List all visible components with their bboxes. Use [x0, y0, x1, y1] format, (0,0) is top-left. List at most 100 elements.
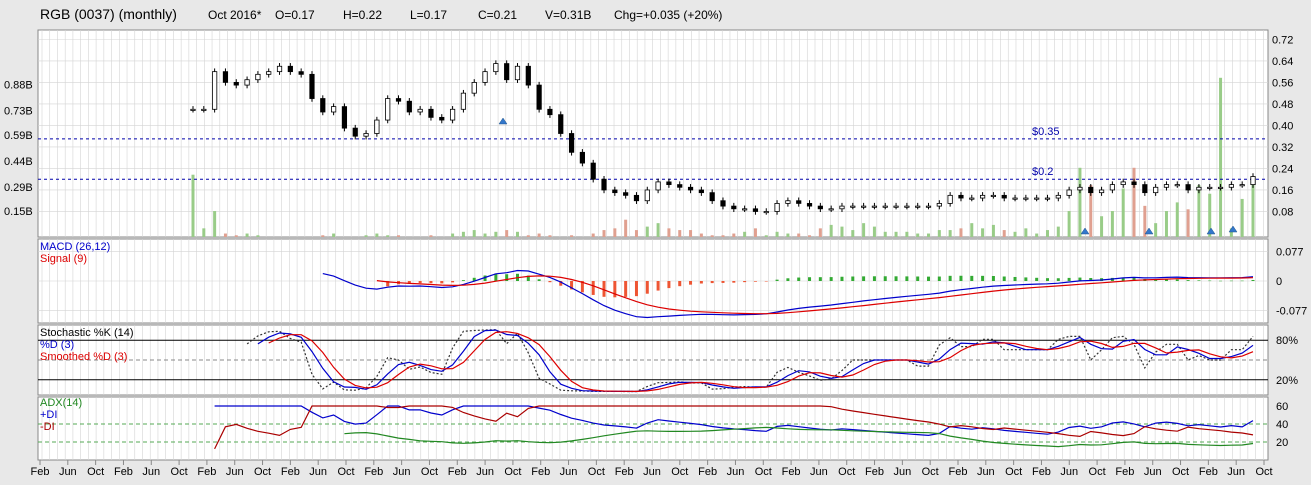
candle-body — [904, 205, 910, 208]
candle-body — [331, 106, 337, 113]
x-tick-label: Jun — [560, 466, 578, 478]
candle-body — [1185, 184, 1191, 191]
macd-hist-bar — [678, 281, 682, 287]
candle-body — [1023, 197, 1029, 200]
x-tick-label: Oct — [922, 466, 939, 478]
signal-line — [376, 275, 1254, 315]
volume-bar — [451, 233, 455, 237]
volume-bar — [1024, 228, 1028, 237]
volume-bar — [699, 233, 703, 237]
macd-hist-bar — [418, 281, 422, 284]
price-tick-label: 0.32 — [1272, 142, 1293, 154]
macd-hist-bar — [721, 281, 725, 283]
volume-bar — [1251, 183, 1255, 237]
candle-body — [1131, 181, 1137, 185]
candle-body — [871, 205, 878, 208]
candle-body — [742, 208, 748, 211]
macd-hist-bar — [548, 281, 552, 283]
candle-body — [255, 73, 261, 81]
x-tick-label: Jun — [142, 466, 160, 478]
candle-body — [1098, 189, 1105, 194]
macd-hist-bar — [505, 274, 509, 281]
x-tick-label: Oct — [838, 466, 855, 478]
x-tick-label: Oct — [421, 466, 438, 478]
macd-hist-bar — [753, 281, 757, 282]
stoch-smoothed-d-line — [268, 331, 1254, 393]
x-tick-label: Feb — [114, 466, 133, 478]
macd-hist-bar — [1045, 278, 1049, 281]
macd-hist-bar — [1013, 276, 1017, 281]
stoch-tick-label: 20% — [1276, 375, 1298, 387]
macd-hist-bar — [872, 276, 876, 281]
volume-bar — [386, 235, 390, 237]
candle-body — [1055, 194, 1061, 199]
volume-bar — [256, 235, 260, 237]
candle-body — [525, 65, 531, 86]
candle-body — [482, 71, 488, 83]
x-tick-label: Feb — [1032, 466, 1051, 478]
volume-bar — [948, 230, 952, 237]
x-tick-label: Jun — [476, 466, 494, 478]
x-tick-label: Oct — [254, 466, 271, 478]
volume-bar — [213, 211, 217, 237]
volume-bar — [927, 233, 931, 237]
macd-hist-bar — [818, 277, 822, 281]
volume-bar — [916, 233, 920, 237]
candle-body — [558, 114, 564, 134]
stoch-smoothed-d-legend-label: Smoothed %D (3) — [40, 351, 127, 363]
candle-body — [1034, 197, 1040, 200]
macd-legend-label: MACD (26,12) — [40, 241, 110, 253]
price-tick-label: 0.48 — [1272, 99, 1293, 111]
volume-bar — [1045, 230, 1049, 237]
candle-body — [709, 192, 715, 202]
volume-bar — [1002, 230, 1006, 237]
macd-hist-bar — [386, 281, 390, 287]
volume-bar — [537, 233, 541, 237]
volume-bar — [1229, 228, 1233, 237]
candle-body — [644, 189, 650, 202]
candle-body — [1228, 184, 1234, 188]
volume-bar — [905, 231, 909, 237]
macd-hist-bar — [1240, 280, 1244, 282]
volume-bar — [602, 230, 606, 237]
candle-body — [1207, 186, 1213, 189]
candle-body — [1120, 181, 1126, 185]
macd-tick-label: 0 — [1276, 276, 1282, 288]
x-tick-label: Feb — [364, 466, 383, 478]
candle-body — [504, 63, 510, 81]
candle-body — [806, 203, 813, 207]
candle-body — [1001, 194, 1007, 199]
macd-hist-bar — [775, 279, 779, 281]
chart-header: RGB (0037) (monthly) Oct 2016* O=0.17 H=… — [0, 0, 1311, 28]
volume-bar — [959, 228, 963, 237]
price-tick-label: 0.24 — [1272, 163, 1293, 175]
macd-tick-label: 0.077 — [1276, 247, 1304, 259]
volume-bar — [981, 228, 985, 237]
x-tick-label: Jun — [309, 466, 327, 478]
candle-body — [493, 63, 499, 73]
macd-hist-bar — [883, 276, 887, 281]
volume-bar — [461, 231, 465, 237]
signal-arrow-icon — [1080, 227, 1090, 235]
adx-tick-label: 60 — [1276, 401, 1288, 413]
macd-hist-bar — [645, 281, 649, 294]
candle-body — [936, 203, 942, 207]
candle-body — [1044, 197, 1051, 200]
macd-hist-bar — [689, 281, 693, 285]
x-tick-label: Jun — [393, 466, 411, 478]
macd-hist-bar — [440, 281, 444, 284]
volume-bar — [721, 235, 725, 237]
macd-hist-bar — [991, 275, 995, 281]
candle-body — [817, 205, 823, 210]
volume-bar — [1164, 211, 1168, 237]
macd-hist-bar — [1078, 277, 1082, 281]
candle-body — [915, 205, 921, 208]
x-tick-label: Oct — [755, 466, 772, 478]
volume-bar — [223, 233, 227, 237]
x-tick-label: Jun — [727, 466, 745, 478]
volume-bar — [1013, 231, 1017, 237]
macd-hist-bar — [1154, 279, 1158, 281]
volume-bar — [624, 219, 628, 237]
stoch-k-legend-label: Stochastic %K (14) — [40, 327, 134, 339]
candle-body — [590, 162, 596, 180]
